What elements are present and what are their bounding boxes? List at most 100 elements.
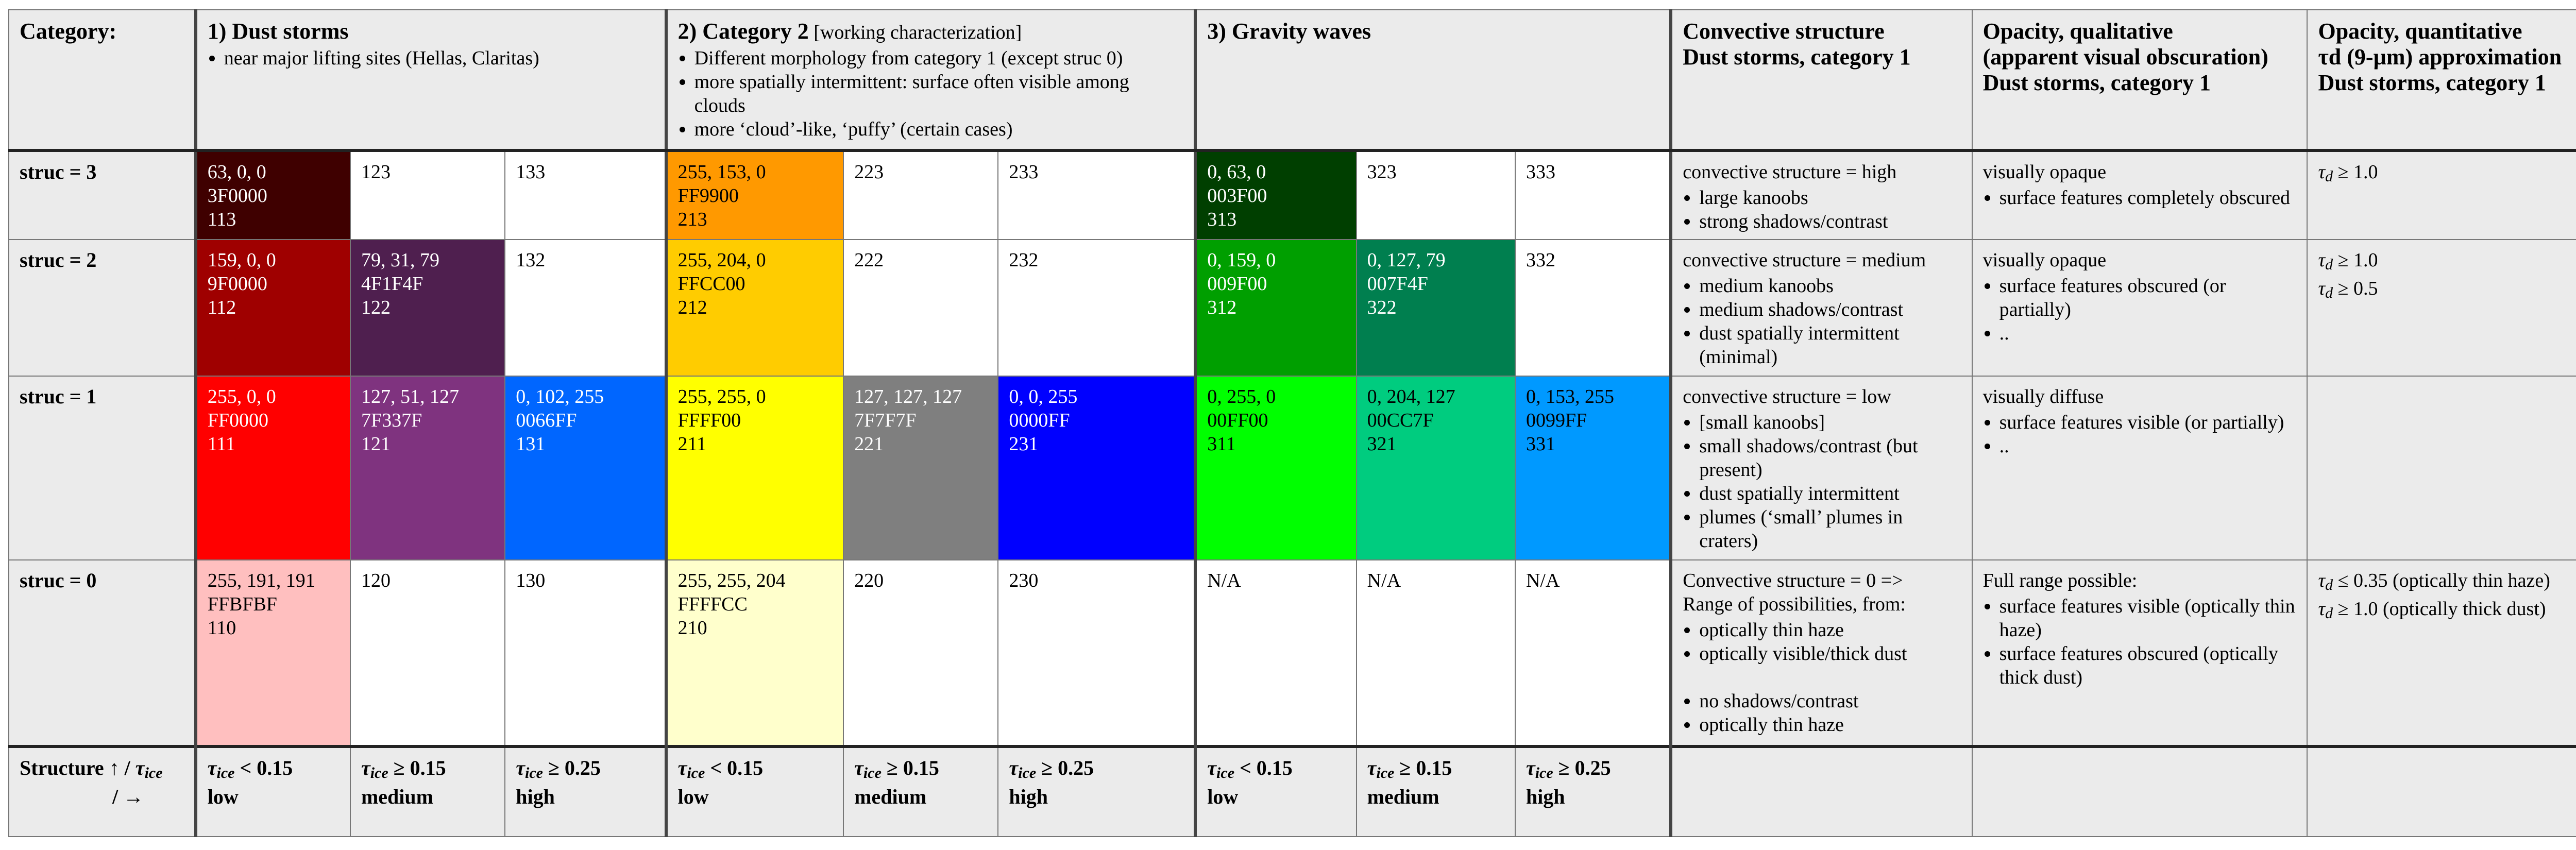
code-value: 223 [854,161,884,183]
code-value: 122 [361,297,391,318]
code-value: 210 [677,617,707,639]
code-value: 323 [1367,161,1397,183]
cat1-bullet: near major lifting sites (Hellas, Clarit… [224,46,655,70]
convective-intro: Range of possibilities, from: [1683,593,1906,615]
convective-bullet: no shadows/contrast [1699,689,1962,713]
ice-level: medium [854,785,927,808]
ice-threshold: τice < 0.15 [678,756,834,785]
ice-level: low [1207,785,1239,808]
tau-symbol: τ [677,756,687,779]
tau-symbol: τ [207,756,217,779]
hex-value: 4F1F4F [361,273,423,295]
rgb-value: 255, 204, 0 [677,249,766,271]
code-value: 230 [1009,570,1039,591]
cat1-title: 1) Dust storms [207,19,349,44]
ice-level: medium [1367,785,1439,808]
hex-value: 00CC7F [1367,410,1434,431]
hex-value: FFCC00 [677,273,745,295]
struc-label: struc = 2 [20,248,97,271]
color-cell: 230 [997,559,1196,747]
color-cell: 332 [1514,239,1673,377]
ice-threshold: τice ≥ 0.25 [1526,756,1660,785]
code-value: 131 [516,433,546,455]
opacity-qual-bullet: surface features visible (or partially) [1999,411,2298,434]
tau-subscript: d [2325,576,2333,593]
table-row: struc = 2 159, 0, 0 9F0000 112 79, 31, 79 4F1… [8,239,2576,377]
ice-comparison: ≥ 0.25 [1036,756,1094,779]
rgb-value: 0, 204, 127 [1367,386,1455,407]
color-cell: 0, 255, 0 00FF00 311 [1194,376,1357,560]
code-value: 113 [207,209,236,230]
hex-value: 009F00 [1207,273,1267,295]
opacity-qual-intro: visually opaque [1982,161,2107,183]
convective-bullet: medium shadows/contrast [1699,298,1962,321]
color-cell: 0, 127, 79 007F4F 322 [1355,239,1516,377]
opq-header-line3: Dust storms, category 1 [1982,70,2211,95]
code-value: 222 [854,249,884,271]
code-value: 233 [1009,161,1039,183]
code-value: 312 [1207,297,1237,318]
conv-header-line2: Dust storms, category 1 [1683,44,1911,70]
opacity-quant-cell: τd ≥ 1.0 [2307,150,2576,240]
color-cell: 79, 31, 79 4F1F4F 122 [349,239,506,377]
convective-cell: convective structure = medium medium kano… [1669,239,1973,377]
tau-symbol: τ [1207,756,1217,779]
rgb-value: 0, 153, 255 [1526,386,1614,407]
color-cell: 323 [1355,150,1516,240]
code-value: 213 [677,209,707,230]
rgb-value: 255, 255, 204 [677,570,786,591]
conv-header-cell: Convective structure Dust storms, catego… [1669,9,1973,152]
convective-bullet: dust spatially intermittent (minimal) [1699,321,1962,369]
opacity-quant-cell: τd ≥ 1.0 τd ≥ 0.5 [2307,239,2576,377]
rgb-value: 0, 0, 255 [1009,386,1078,407]
hex-value: 0099FF [1526,410,1587,431]
code-value: 322 [1367,297,1397,318]
opacity-qual-intro: Full range possible: [1982,570,2138,591]
cat2-title: 2) Category 2 [677,19,809,44]
tau-subscript: d [2325,284,2333,301]
rgb-value: 255, 153, 0 [677,161,766,183]
struc-label: struc = 0 [20,569,97,592]
code-value: 111 [207,433,235,455]
hex-value: 7F337F [361,410,422,431]
color-cell: 0, 102, 255 0066FF 131 [504,376,667,560]
convective-bullets: medium kanoobsmedium shadows/contrastdus… [1683,274,1962,369]
opacity-qual-cell: visually diffuse surface features visible… [1971,376,2308,560]
rgb-value: 79, 31, 79 [361,249,439,271]
hex-value: 9F0000 [207,273,267,295]
opn-header-line2: τd (9-µm) approximation [2318,44,2562,70]
hex-value: FFBFBF [207,593,277,615]
table-row: struc = 0 255, 191, 191 FFBFBF 110 120 130 255… [8,559,2576,747]
opacity-qual-bullet: surface features completely obscured [1999,186,2298,210]
convective-bullet: small shadows/contrast (but present) [1699,434,1962,482]
cat1-header-cell: 1) Dust storms near major lifting sites … [195,9,667,152]
tau-symbol: τ [516,756,525,779]
ice-comparison: < 0.15 [234,756,293,779]
code-value: 311 [1207,433,1236,455]
rgb-value: 0, 255, 0 [1207,386,1276,407]
color-cell: 63, 0, 0 3F0000 113 [195,150,351,240]
code-value: 120 [361,570,391,591]
color-cell: 159, 0, 0 9F0000 112 [195,239,351,377]
tau-subscript: ice [1018,764,1037,781]
ice-threshold: τice ≥ 0.15 [361,756,495,785]
code-value: 132 [516,249,546,271]
opn-header-line1: Opacity, quantitative [2318,19,2522,44]
color-cell: 233 [997,150,1196,240]
classification-table: Category: 1) Dust storms near major lift… [8,9,2576,837]
hex-value: 0066FF [516,410,577,431]
opacity-qual-bullet: .. [1999,321,2298,345]
ice-cell: τice < 0.15 low [195,745,351,837]
color-cell: 132 [504,239,667,377]
convective-bullet: optically thin haze [1699,618,1962,642]
table-row: struc = 1 255, 0, 0 FF0000 111 127, 51, 127 7… [8,376,2576,560]
rgb-value: 0, 63, 0 [1207,161,1266,183]
cat2-bullet: more spatially intermittent: surface oft… [694,70,1185,117]
convective-bullets: large kanoobsstrong shadows/contrast [1683,186,1962,233]
code-value: 130 [516,570,546,591]
ice-axis-arrow: / → [112,785,144,808]
color-cell: N/A [1514,559,1673,747]
opacity-quant-line: τd ≤ 0.35 (optically thin haze) [2318,569,2576,597]
code-value: N/A [1526,570,1560,591]
tau-subscript: ice [370,764,388,781]
